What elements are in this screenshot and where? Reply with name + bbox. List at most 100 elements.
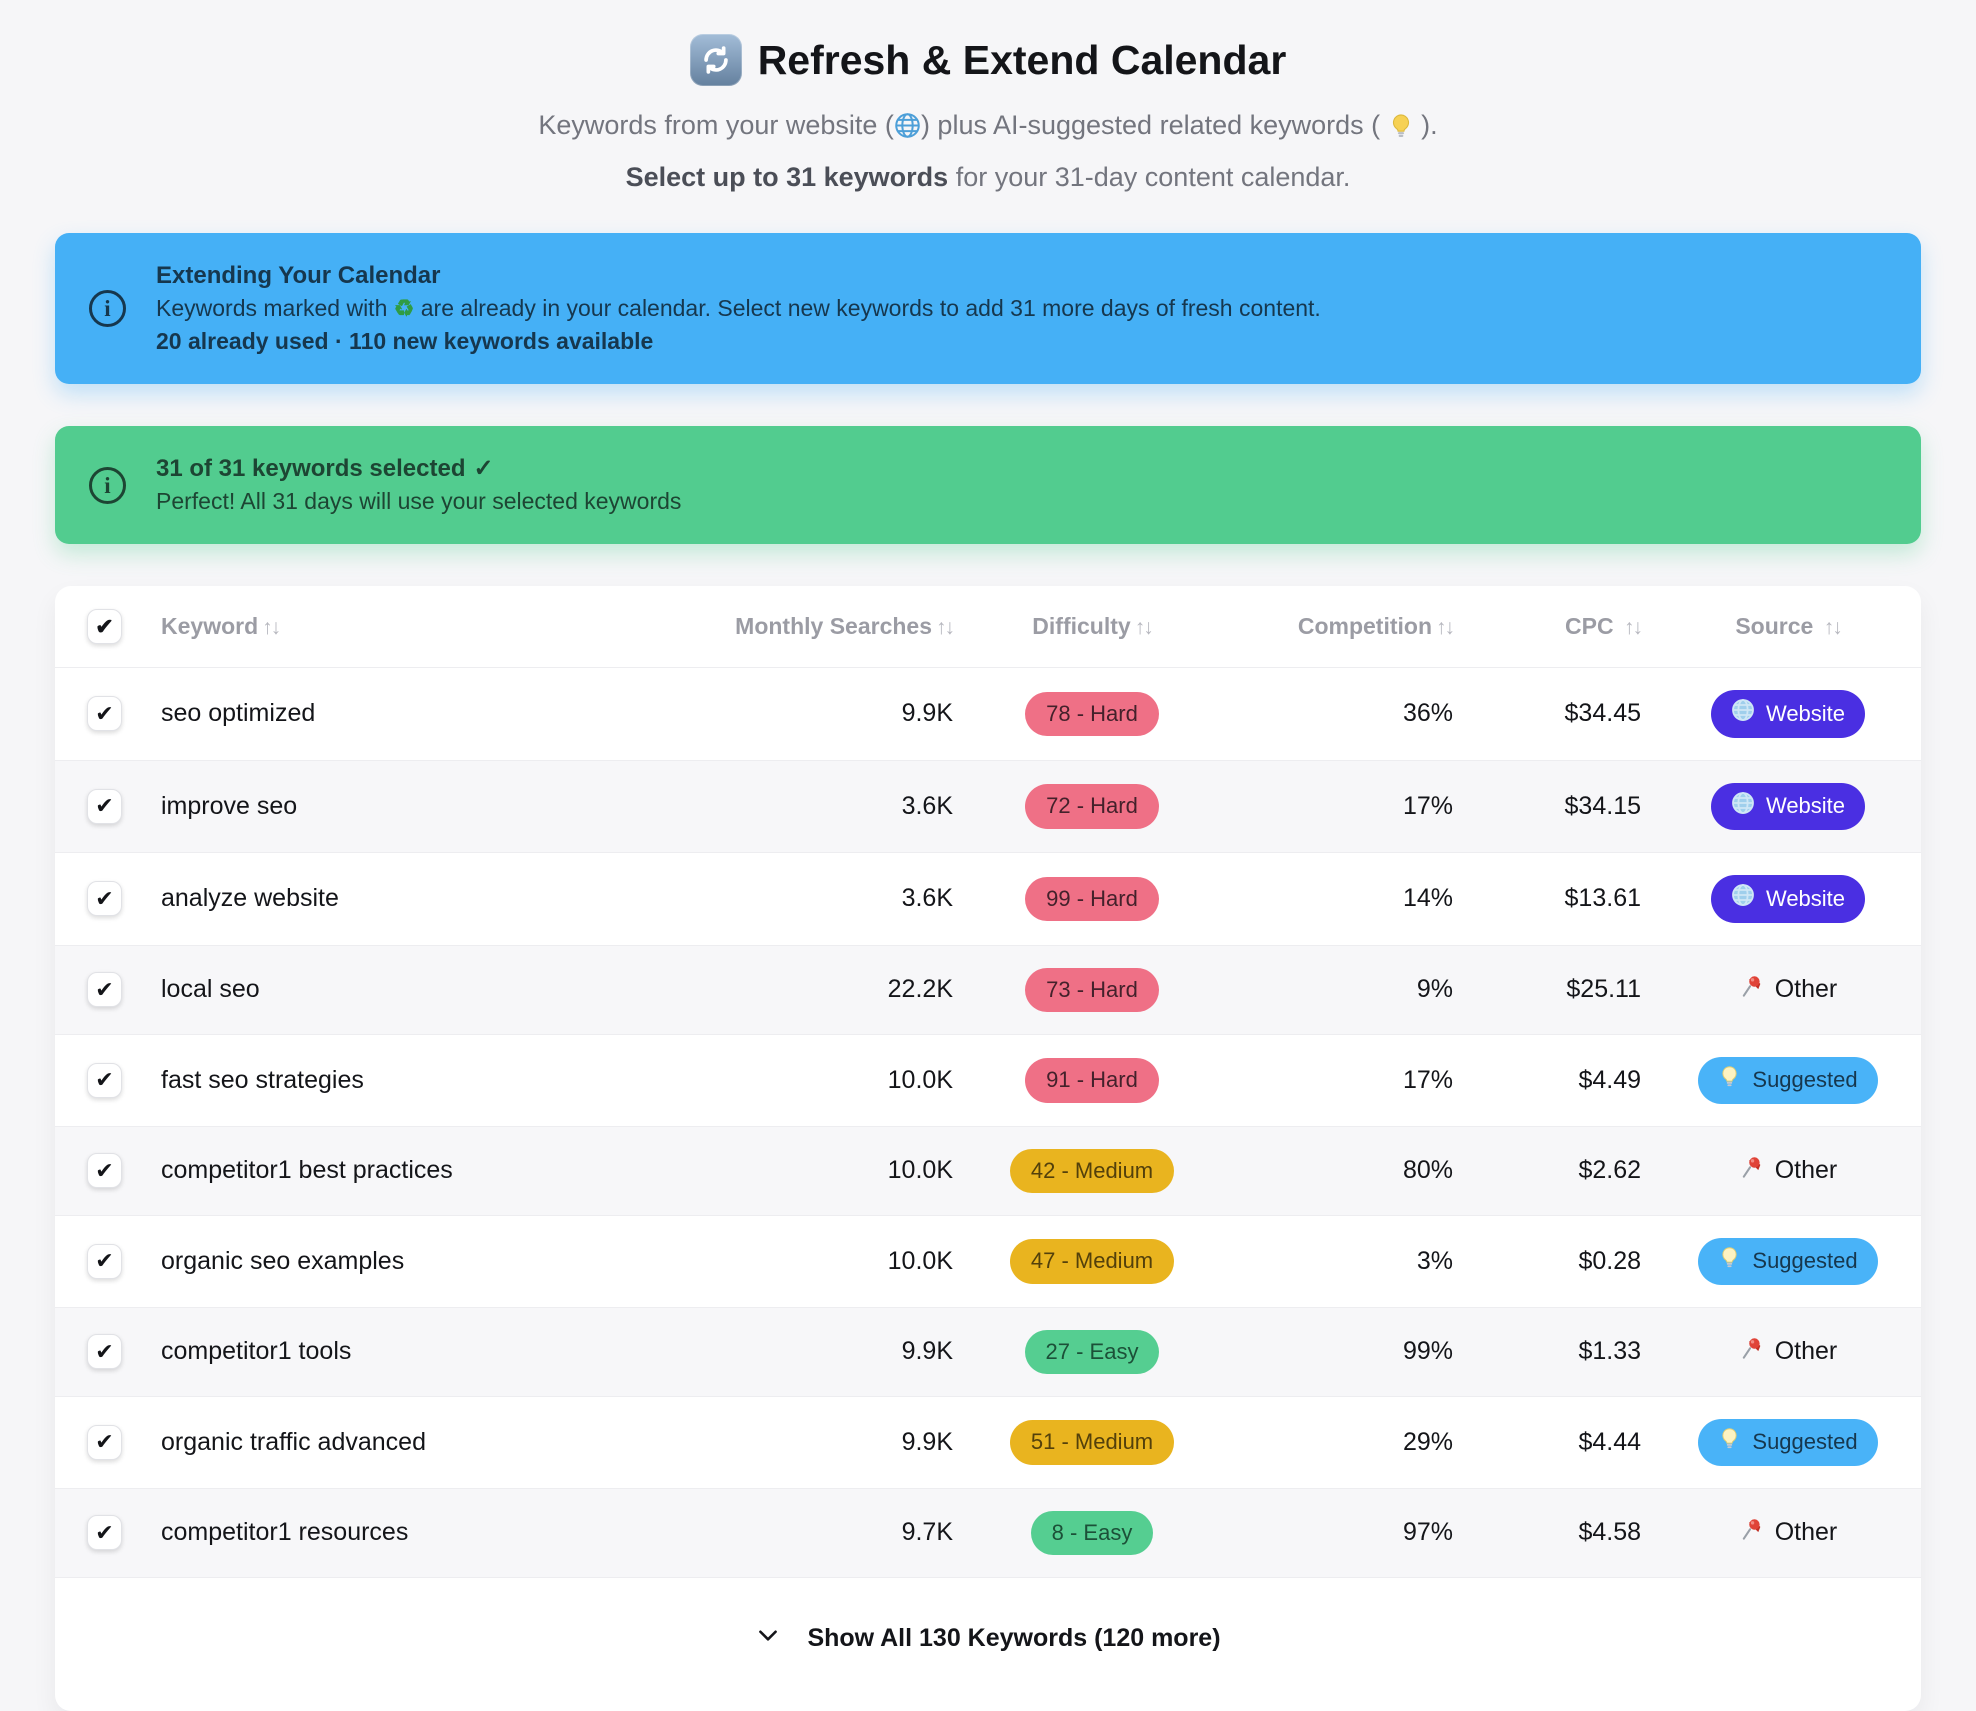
source-cell: Other (1655, 1126, 1921, 1215)
competition-cell: 9% (1416, 975, 1453, 1004)
keywords-table: ✔ Keyword ↑↓ Monthly Searches ↑↓ Difficult… (55, 586, 1921, 1578)
table-row: ✔ organic traffic advanced 9.9K 51 - Med… (55, 1396, 1921, 1489)
competition-cell: 97% (1402, 1518, 1453, 1547)
info-icon: i (89, 466, 126, 504)
monthly-searches-cell: 9.9K (901, 1427, 953, 1456)
monthly-searches-cell: 9.7K (901, 1518, 953, 1547)
source-label: Website (1765, 793, 1846, 819)
row-checkbox[interactable]: ✔ (87, 1515, 122, 1551)
check-icon: ✔ (95, 613, 114, 639)
column-header-source[interactable]: Source ↑↓ (1735, 613, 1842, 639)
column-header-cpc[interactable]: CPC ↑↓ (1565, 613, 1643, 639)
lightbulb-icon (1388, 114, 1414, 145)
selection-note: Select up to 31 keywords for your 31-day… (625, 162, 1351, 192)
show-all-label: Show All 130 Keywords (120 more) (807, 1624, 1221, 1653)
monthly-searches-cell: 22.2K (887, 975, 953, 1004)
difficulty-badge: 72 - Hard (1025, 784, 1159, 829)
page-subtitle: Keywords from your website () plus AI-su… (55, 110, 1921, 146)
globe-icon (1731, 698, 1755, 730)
source-badge-suggested: Suggested (1698, 1419, 1878, 1466)
table-row: ✔ competitor1 best practices 10.0K 42 - … (55, 1126, 1921, 1216)
globe-icon (1731, 791, 1755, 823)
globe-icon (894, 113, 921, 145)
check-icon: ✔ (95, 793, 114, 819)
row-checkbox[interactable]: ✔ (87, 1424, 122, 1460)
page-title-text: Refresh & Extend Calendar (757, 36, 1287, 83)
pushpin-icon (1739, 1517, 1764, 1549)
table-row: ✔ improve seo 3.6K 72 - Hard 17% $34.15 … (55, 760, 1921, 853)
info-banner-title: Extending Your Calendar (156, 262, 441, 289)
competition-cell: 14% (1402, 884, 1453, 913)
selection-status-body: Perfect! All 31 days will use your selec… (156, 488, 682, 514)
source-cell: Other (1655, 1488, 1921, 1577)
table-row: ✔ local seo 22.2K 73 - Hard 9% $25.11 Ot… (55, 945, 1921, 1035)
competition-cell: 3% (1416, 1246, 1453, 1275)
check-icon: ✔ (95, 885, 114, 911)
monthly-searches-cell: 10.0K (887, 1065, 953, 1094)
row-checkbox[interactable]: ✔ (87, 1062, 122, 1098)
keywords-table-card: ✔ Keyword ↑↓ Monthly Searches ↑↓ Difficult… (55, 586, 1921, 1711)
keyword-cell: improve seo (161, 791, 298, 820)
source-badge-suggested: Suggested (1698, 1238, 1878, 1285)
globe-icon (1731, 883, 1755, 915)
check-icon: ✓ (473, 455, 494, 482)
difficulty-badge: 8 - Easy (1030, 1510, 1154, 1556)
difficulty-badge: 91 - Hard (1025, 1058, 1159, 1103)
select-all-checkbox[interactable]: ✔ (87, 609, 122, 644)
cpc-cell: $4.58 (1578, 1518, 1641, 1547)
competition-cell: 36% (1402, 699, 1453, 728)
table-row: ✔ competitor1 tools 9.9K 27 - Easy 99% $… (55, 1307, 1921, 1397)
check-icon: ✔ (95, 1429, 114, 1455)
source-badge-website: Website (1710, 782, 1866, 831)
source-label: Suggested (1752, 1067, 1858, 1093)
chevron-down-icon (755, 1622, 781, 1655)
keyword-cell: local seo (161, 975, 260, 1004)
row-checkbox[interactable]: ✔ (87, 1243, 122, 1279)
cpc-cell: $0.28 (1578, 1246, 1641, 1275)
difficulty-badge: 27 - Easy (1024, 1329, 1160, 1375)
row-checkbox[interactable]: ✔ (87, 1153, 122, 1189)
sort-icon: ↑↓ (936, 616, 955, 639)
difficulty-badge: 73 - Hard (1025, 967, 1159, 1013)
check-icon: ✔ (95, 1157, 114, 1183)
table-row: ✔ analyze website 3.6K 99 - Hard 14% $13… (55, 852, 1921, 946)
source-cell: Other (1655, 1307, 1921, 1396)
difficulty-badge: 47 - Medium (1009, 1239, 1175, 1284)
row-checkbox[interactable]: ✔ (87, 696, 122, 732)
column-header-difficulty[interactable]: Difficulty ↑↓ (1032, 613, 1153, 639)
pushpin-icon (1739, 1155, 1764, 1187)
row-checkbox[interactable]: ✔ (87, 881, 122, 917)
column-header-monthly-searches[interactable]: Monthly Searches ↑↓ (735, 613, 955, 639)
source-label: Other (1774, 1337, 1838, 1366)
lightbulb-icon (1718, 1427, 1741, 1458)
table-row: ✔ competitor1 resources 9.7K 8 - Easy 97… (55, 1488, 1921, 1578)
column-header-keyword[interactable]: Keyword ↑↓ (161, 613, 281, 639)
check-icon: ✔ (95, 1519, 114, 1545)
cpc-cell: $13.61 (1564, 884, 1641, 913)
source-cell: Suggested (1655, 1035, 1921, 1127)
monthly-searches-cell: 10.0K (887, 1246, 953, 1275)
pushpin-icon (1739, 974, 1764, 1006)
source-cell: Website (1655, 668, 1921, 761)
sort-icon: ↑↓ (1436, 616, 1455, 639)
row-checkbox[interactable]: ✔ (87, 1334, 122, 1370)
info-banner-stats: 20 already used · 110 new keywords avail… (156, 328, 654, 354)
row-checkbox[interactable]: ✔ (87, 972, 122, 1008)
source-badge-website: Website (1710, 690, 1866, 738)
check-icon: ✔ (95, 700, 114, 726)
refresh-icon (689, 34, 742, 86)
difficulty-badge: 78 - Hard (1025, 691, 1159, 736)
source-label: Other (1774, 1156, 1838, 1185)
column-header-competition[interactable]: Competition ↑↓ (1297, 613, 1455, 639)
source-label: Website (1765, 885, 1846, 911)
page-title: Refresh & Extend Calendar (55, 34, 1921, 86)
cpc-cell: $34.45 (1564, 699, 1641, 728)
show-all-button[interactable]: Show All 130 Keywords (120 more) (55, 1577, 1921, 1711)
pushpin-icon (1739, 1336, 1764, 1368)
info-icon: i (89, 290, 126, 327)
row-checkbox[interactable]: ✔ (87, 788, 122, 824)
source-badge-other: Other (1739, 1155, 1838, 1187)
source-cell: Other (1655, 945, 1921, 1034)
monthly-searches-cell: 3.6K (901, 791, 953, 820)
cpc-cell: $4.49 (1578, 1065, 1641, 1094)
